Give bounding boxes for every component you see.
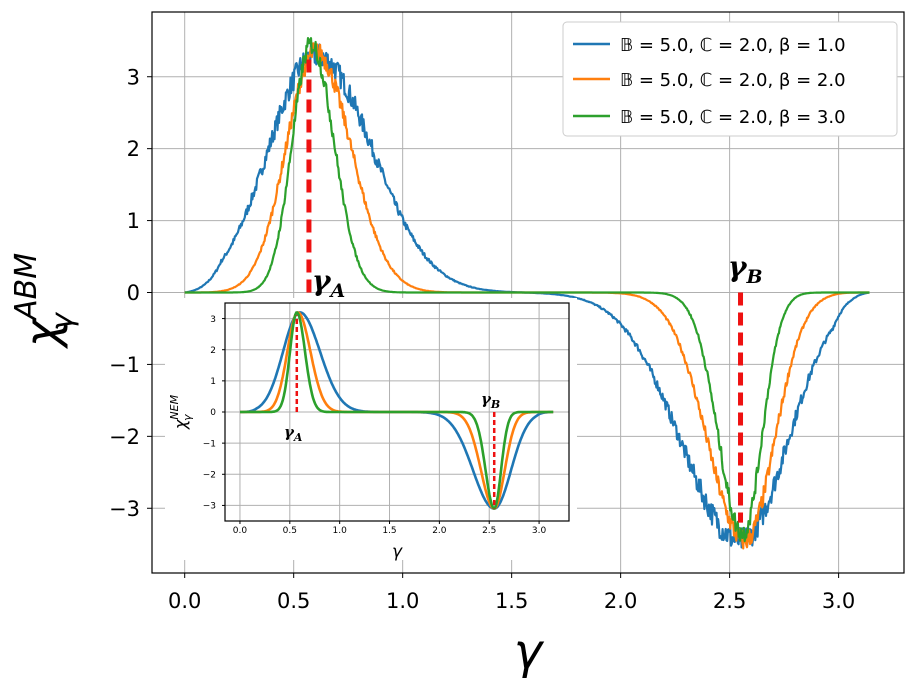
legend-label-series-1: 𝔹 = 5.0, ℂ = 2.0, β = 1.0 (620, 35, 846, 56)
main-y-tick-label: −3 (109, 497, 140, 521)
legend-item-series-2: 𝔹 = 5.0, ℂ = 2.0, β = 2.0 (573, 70, 846, 91)
inset-x-axis-label: γ (392, 542, 403, 562)
main-x-tick-label: 1.5 (495, 589, 528, 613)
main-y-tick-label: 0 (127, 281, 140, 305)
main-y-tick-label: 3 (127, 65, 140, 89)
inset-x-tick-label: 1.0 (333, 526, 348, 536)
svg-text:χABMγ: χABMγ (9, 253, 80, 350)
inset-y-tick-label: 0 (210, 408, 216, 418)
main-y-tick-label: 1 (127, 209, 140, 233)
main-x-tick-label: 0.0 (168, 589, 201, 613)
main-marker-label-gamma-b: γB (728, 250, 763, 288)
main-series-line-3 (184, 36, 870, 543)
inset-background (165, 298, 577, 560)
inset-x-tick-label: 3.0 (532, 526, 547, 536)
inset-x-tick-label: 0.5 (283, 526, 297, 536)
main-x-tick-label: 1.0 (386, 589, 419, 613)
main-y-axis-label: χABMγ (9, 253, 80, 350)
legend: 𝔹 = 5.0, ℂ = 2.0, β = 1.0 𝔹 = 5.0, ℂ = 2… (562, 21, 898, 137)
inset-y-tick-label: 2 (210, 346, 216, 356)
main-x-tick-label: 0.5 (277, 589, 310, 613)
inset-y-tick-label: 3 (210, 315, 216, 325)
inset-y-tick-label: −3 (203, 502, 216, 512)
main-x-axis-label: γ (514, 624, 545, 680)
main-x-tick-label: 2.5 (713, 589, 746, 613)
main-markers (306, 55, 744, 523)
inset-x-tick-label: 2.5 (482, 526, 496, 536)
main-y-tick-label: 2 (127, 137, 140, 161)
inset-series (239, 311, 554, 510)
main-marker-label-gamma-a: γA (312, 264, 345, 302)
legend-item-series-1: 𝔹 = 5.0, ℂ = 2.0, β = 1.0 (573, 35, 846, 56)
main-tick-labels: 0.0 0.5 1.0 1.5 2.0 2.5 3.0 −3 −2 −1 0 1 2 3 (109, 65, 855, 613)
main-y-tick-label: −1 (109, 353, 140, 377)
legend-label-series-3: 𝔹 = 5.0, ℂ = 2.0, β = 3.0 (620, 107, 846, 128)
main-x-tick-label: 3.0 (822, 589, 855, 613)
inset-series-line-3 (239, 311, 554, 510)
main-series (184, 36, 870, 550)
main-x-tick-label: 2.0 (604, 589, 637, 613)
inset-x-tick-label: 2.0 (432, 526, 447, 536)
inset-x-tick-label: 0.0 (233, 526, 248, 536)
legend-frame (562, 21, 898, 137)
main-y-tick-label: −2 (109, 425, 140, 449)
inset-markers (295, 315, 496, 509)
inset-x-tick-label: 1.5 (382, 526, 396, 536)
legend-label-series-2: 𝔹 = 5.0, ℂ = 2.0, β = 2.0 (620, 70, 846, 91)
inset-tick-labels: 0.0 0.5 1.0 1.5 2.0 2.5 3.0 −3 −2 −1 0 1 2 3 (203, 315, 547, 536)
legend-item-series-3: 𝔹 = 5.0, ℂ = 2.0, β = 3.0 (573, 107, 846, 128)
inset-y-tick-label: 1 (210, 377, 216, 387)
inset-y-tick-label: −1 (203, 439, 216, 449)
inset-y-tick-label: −2 (203, 471, 216, 481)
